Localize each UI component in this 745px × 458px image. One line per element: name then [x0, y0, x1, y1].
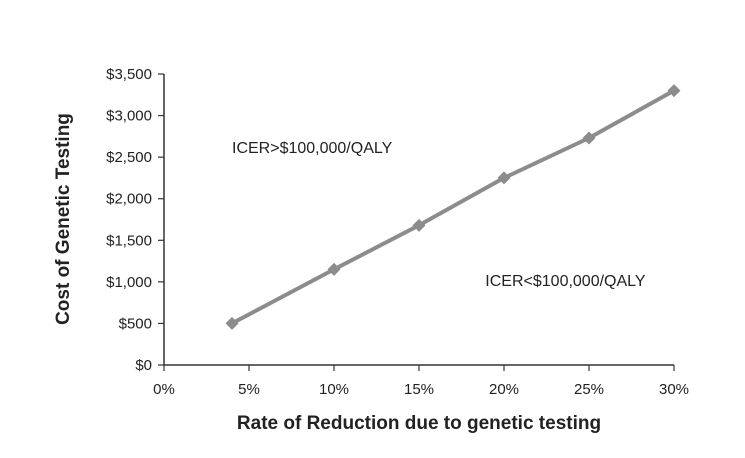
annotation-label: ICER>$100,000/QALY [232, 140, 393, 157]
x-ticks: 0% 5% 10% 15% 20% 25% 30% [153, 365, 689, 398]
series-line [231, 88, 675, 326]
data-point-marker [225, 316, 239, 330]
data-point-marker [667, 84, 681, 98]
y-ticks: $0 $500 $1,000 $1,500 $2,000 $2,500 $3,000 $3,5… [106, 66, 164, 374]
data-point-marker [497, 171, 511, 185]
y-tick-label: $1,500 [106, 232, 152, 249]
y-tick-label: $1,000 [106, 274, 152, 291]
y-tick-label: $3,500 [106, 66, 152, 83]
y-axis: $0 $500 $1,000 $1,500 $2,000 $2,500 $3,000 $3,5… [106, 66, 165, 374]
series-layer [225, 84, 681, 330]
x-tick-label: 20% [489, 381, 519, 398]
x-axis: 0% 5% 10% 15% 20% 25% 30% [153, 364, 689, 398]
y-tick-label: $0 [135, 357, 152, 374]
y-tick-label: $3,000 [106, 108, 152, 125]
y-tick-label: $500 [119, 315, 152, 332]
x-axis-title: Rate of Reduction due to genetic testing [237, 413, 601, 434]
x-tick-label: 5% [238, 381, 260, 398]
data-point-marker [327, 262, 341, 276]
y-tick-label: $2,500 [106, 149, 152, 166]
x-tick-label: 30% [659, 381, 689, 398]
annotation-label: ICER<$100,000/QALY [485, 273, 646, 290]
annotation-layer: ICER>$100,000/QALY ICER<$100,000/QALY [232, 140, 646, 290]
y-axis-title: Cost of Genetic Testing [53, 113, 74, 325]
x-tick-label: 15% [404, 381, 434, 398]
data-point-marker [582, 131, 596, 145]
data-point-marker [412, 218, 426, 232]
x-tick-label: 25% [574, 381, 604, 398]
x-tick-label: 0% [153, 381, 175, 398]
y-tick-label: $2,000 [106, 191, 152, 208]
x-tick-label: 10% [319, 381, 349, 398]
